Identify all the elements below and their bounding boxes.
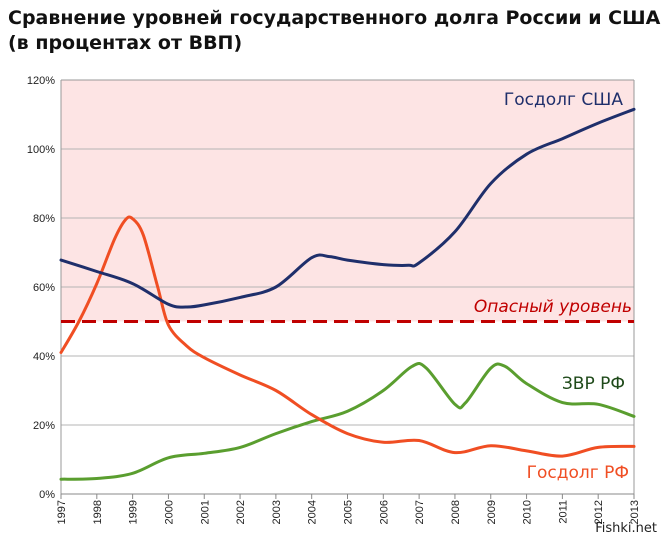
series-label-us-debt: Госдолг США <box>504 90 624 110</box>
y-tick-label: 60% <box>33 282 55 294</box>
x-tick-label: 2004 <box>307 500 319 524</box>
x-tick-label: 2000 <box>163 500 175 524</box>
y-tick-label: 0% <box>39 489 55 501</box>
x-tick-label: 2005 <box>343 500 355 524</box>
y-tick-label: 80% <box>33 213 55 225</box>
series-line-us-debt <box>59 107 636 309</box>
x-tick-label: 2010 <box>522 500 534 524</box>
x-tick-label: 2008 <box>450 500 462 524</box>
y-tick-label: 100% <box>27 144 55 156</box>
x-tick-label: 2013 <box>629 500 641 524</box>
x-tick-label: 2007 <box>414 500 426 524</box>
chart-title-line-2: (в процентах от ВВП) <box>8 32 243 54</box>
x-axis: 1997 1998 1999 2000 2001 2002 2003 2004 2005 2006… <box>56 493 641 524</box>
threshold-label: Опасный уровень <box>474 297 632 317</box>
x-tick-label: 2012 <box>593 500 605 524</box>
y-tick-label: 20% <box>33 420 55 432</box>
series-label-ru-reserves: ЗВР РФ <box>562 374 625 394</box>
chart-title: Сравнение уровней государственного долга… <box>8 6 661 56</box>
y-tick-label: 40% <box>33 351 55 363</box>
x-tick-label: 1998 <box>92 500 104 524</box>
danger-zone <box>61 80 634 322</box>
x-tick-label: 2009 <box>486 500 498 524</box>
x-tick-label: 1997 <box>56 500 68 524</box>
x-tick-label: 2006 <box>378 500 390 524</box>
series-line-ru-debt <box>59 215 636 458</box>
x-tick-label: 2002 <box>235 500 247 524</box>
series-label-ru-debt: Госдолг РФ <box>527 463 629 483</box>
y-tick-label: 120% <box>27 75 55 87</box>
y-axis: 0% 20% 40% 60% 80% 100% 120% <box>27 75 635 501</box>
watermark: Fishki.net <box>595 521 657 536</box>
series-line-ru-reserves <box>59 361 636 481</box>
series-lines <box>59 107 636 481</box>
x-tick-label: 2011 <box>557 500 569 524</box>
x-tick-label: 1999 <box>128 500 140 524</box>
x-tick-label: 2001 <box>199 500 211 524</box>
chart-title-line-1: Сравнение уровней государственного долга… <box>8 7 661 29</box>
x-tick-label: 2003 <box>271 500 283 524</box>
